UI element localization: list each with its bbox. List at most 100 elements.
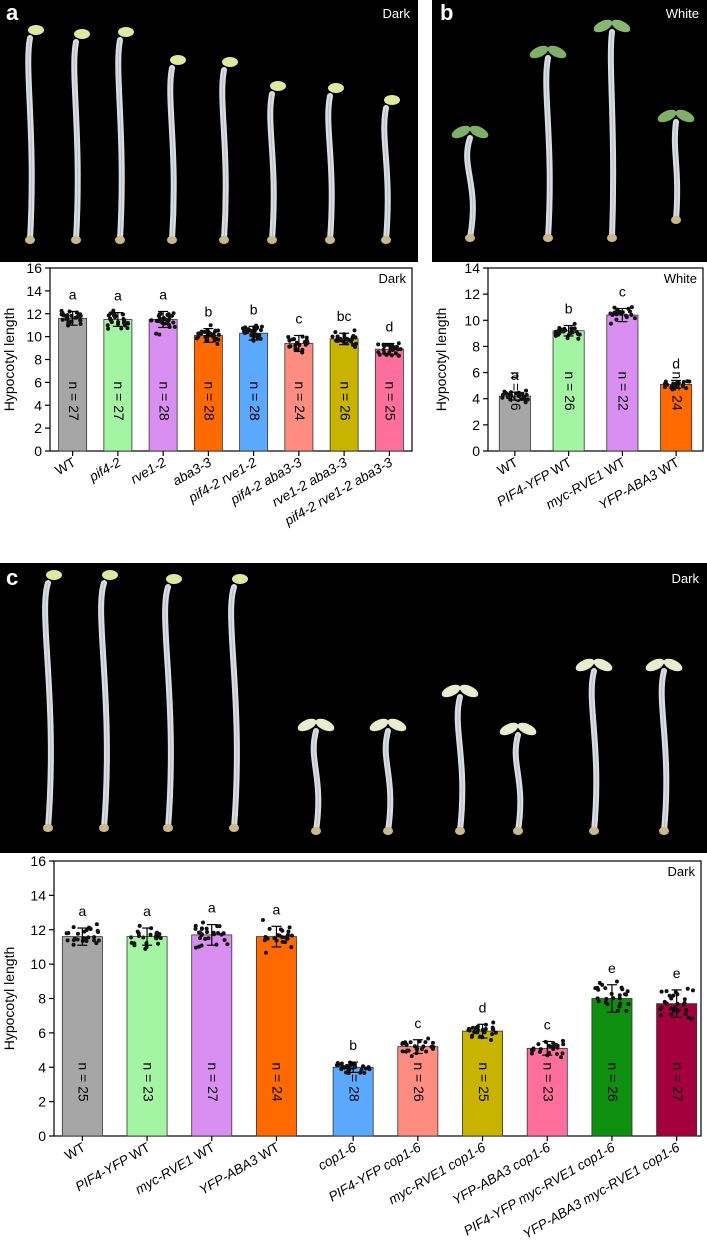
seedling-drawing	[529, 45, 567, 242]
chart-condition-label: Dark	[379, 271, 407, 286]
sample-size-label: n = 26	[411, 1062, 427, 1102]
data-points	[553, 321, 582, 341]
data-points	[608, 305, 637, 326]
seedling-drawing	[267, 81, 286, 244]
sample-size-label: n = 24	[270, 1062, 286, 1102]
significance-letter: bc	[337, 308, 352, 324]
y-tick-label: 0	[34, 443, 42, 459]
seedling-drawing	[593, 19, 631, 242]
seedling-drawing	[575, 658, 613, 835]
y-tick-label: 6	[472, 365, 480, 381]
sample-size-label: n = 25	[383, 381, 399, 421]
seedling-drawing	[441, 684, 479, 835]
seedling-drawing	[42, 570, 62, 832]
sample-size-label: n = 28	[247, 381, 263, 421]
y-tick-label: 8	[34, 352, 42, 368]
panel-label-a: a	[6, 0, 19, 25]
y-axis-label: Hypocotyl length	[1, 947, 17, 1051]
significance-letter: a	[78, 903, 86, 919]
significance-letter: d	[479, 999, 487, 1015]
panel-label-b: b	[440, 0, 454, 25]
bar-chart-c: Dark Hypocotyl length 0 2 4 6 8 10 12 14 16 a n = 25…	[1, 853, 702, 1242]
sample-size-label: n = 23	[140, 1062, 156, 1102]
significance-letter: b	[250, 301, 258, 317]
y-tick-label: 10	[30, 956, 46, 972]
x-tick-label: pif4-2	[86, 454, 124, 485]
y-tick-label: 2	[472, 417, 480, 433]
photo-condition-a: Dark	[382, 6, 410, 21]
sample-size-label: n = 28	[346, 1062, 362, 1102]
y-tick-label: 10	[26, 329, 42, 345]
significance-letter: d	[672, 355, 680, 371]
seedling-drawing	[657, 109, 695, 224]
data-points	[105, 308, 131, 331]
data-points	[286, 334, 310, 355]
x-tick-label: WT	[495, 455, 521, 478]
y-tick-label: 4	[34, 397, 42, 413]
significance-letter: d	[385, 318, 393, 334]
y-tick-label: 14	[26, 283, 42, 299]
x-tick-label: WT	[62, 1140, 88, 1163]
data-points	[260, 918, 294, 955]
seedling-drawing	[219, 57, 238, 244]
photo-panel-c: c Dark	[0, 563, 707, 853]
significance-letter: a	[208, 900, 216, 916]
bar	[329, 338, 359, 452]
significance-letter: c	[619, 284, 626, 300]
y-tick-label: 12	[26, 306, 42, 322]
significance-letter: e	[673, 965, 681, 981]
x-tick-label: cop1-6	[315, 1139, 359, 1173]
seedling-drawing	[115, 27, 134, 244]
significance-letter: a	[511, 367, 519, 383]
bar	[103, 319, 133, 452]
panel-label-c: c	[6, 565, 19, 590]
y-tick-label: 2	[38, 1094, 46, 1110]
y-tick-label: 16	[30, 853, 46, 869]
y-tick-label: 12	[464, 286, 480, 302]
photo-panel-a: a Dark	[0, 0, 418, 262]
plot-frame	[487, 267, 704, 452]
sample-size-label: n = 26	[562, 371, 578, 411]
seedling-drawing	[162, 574, 182, 832]
bar	[61, 936, 103, 1137]
photo-condition-b: White	[665, 6, 699, 21]
photo-condition-c: Dark	[671, 571, 699, 586]
bar	[660, 383, 693, 452]
seedling-drawing	[381, 95, 400, 244]
bar	[332, 1066, 374, 1137]
significance-letter: c	[295, 310, 302, 326]
seedling-drawing	[167, 55, 186, 244]
bar	[526, 1047, 568, 1137]
seedling-drawing	[25, 25, 44, 244]
sample-size-label: n = 24	[669, 371, 685, 411]
seedling-drawing	[71, 29, 90, 244]
sample-size-label: n = 25	[76, 1062, 92, 1102]
seedling-drawing	[369, 718, 407, 835]
bar	[58, 317, 88, 452]
y-tick-label: 6	[34, 374, 42, 390]
chart-condition-label: White	[664, 271, 697, 286]
seedling-drawing	[98, 570, 118, 832]
y-axis-label: Hypocotyl length	[433, 308, 449, 412]
sample-size-label: n = 27	[205, 1062, 221, 1102]
x-tick-label: rve1-2	[128, 454, 169, 486]
y-tick-label: 2	[34, 420, 42, 436]
sample-size-label: n = 27	[670, 1062, 686, 1102]
significance-letter: a	[143, 903, 151, 919]
data-points	[64, 922, 101, 947]
bar	[255, 936, 297, 1137]
data-points	[593, 979, 631, 1013]
y-tick-label: 14	[464, 262, 480, 276]
sample-size-label: n = 28	[202, 381, 218, 421]
sample-size-label: n = 26	[337, 381, 353, 421]
significance-letter: b	[565, 301, 573, 317]
significance-letter: a	[159, 286, 167, 302]
seedlings-image-b	[451, 19, 695, 242]
bar	[374, 348, 404, 452]
seedling-drawing	[297, 718, 335, 835]
significance-letter: a	[69, 286, 77, 302]
y-tick-label: 0	[472, 443, 480, 459]
chart-condition-label: Dark	[668, 864, 696, 879]
data-points	[376, 341, 403, 358]
